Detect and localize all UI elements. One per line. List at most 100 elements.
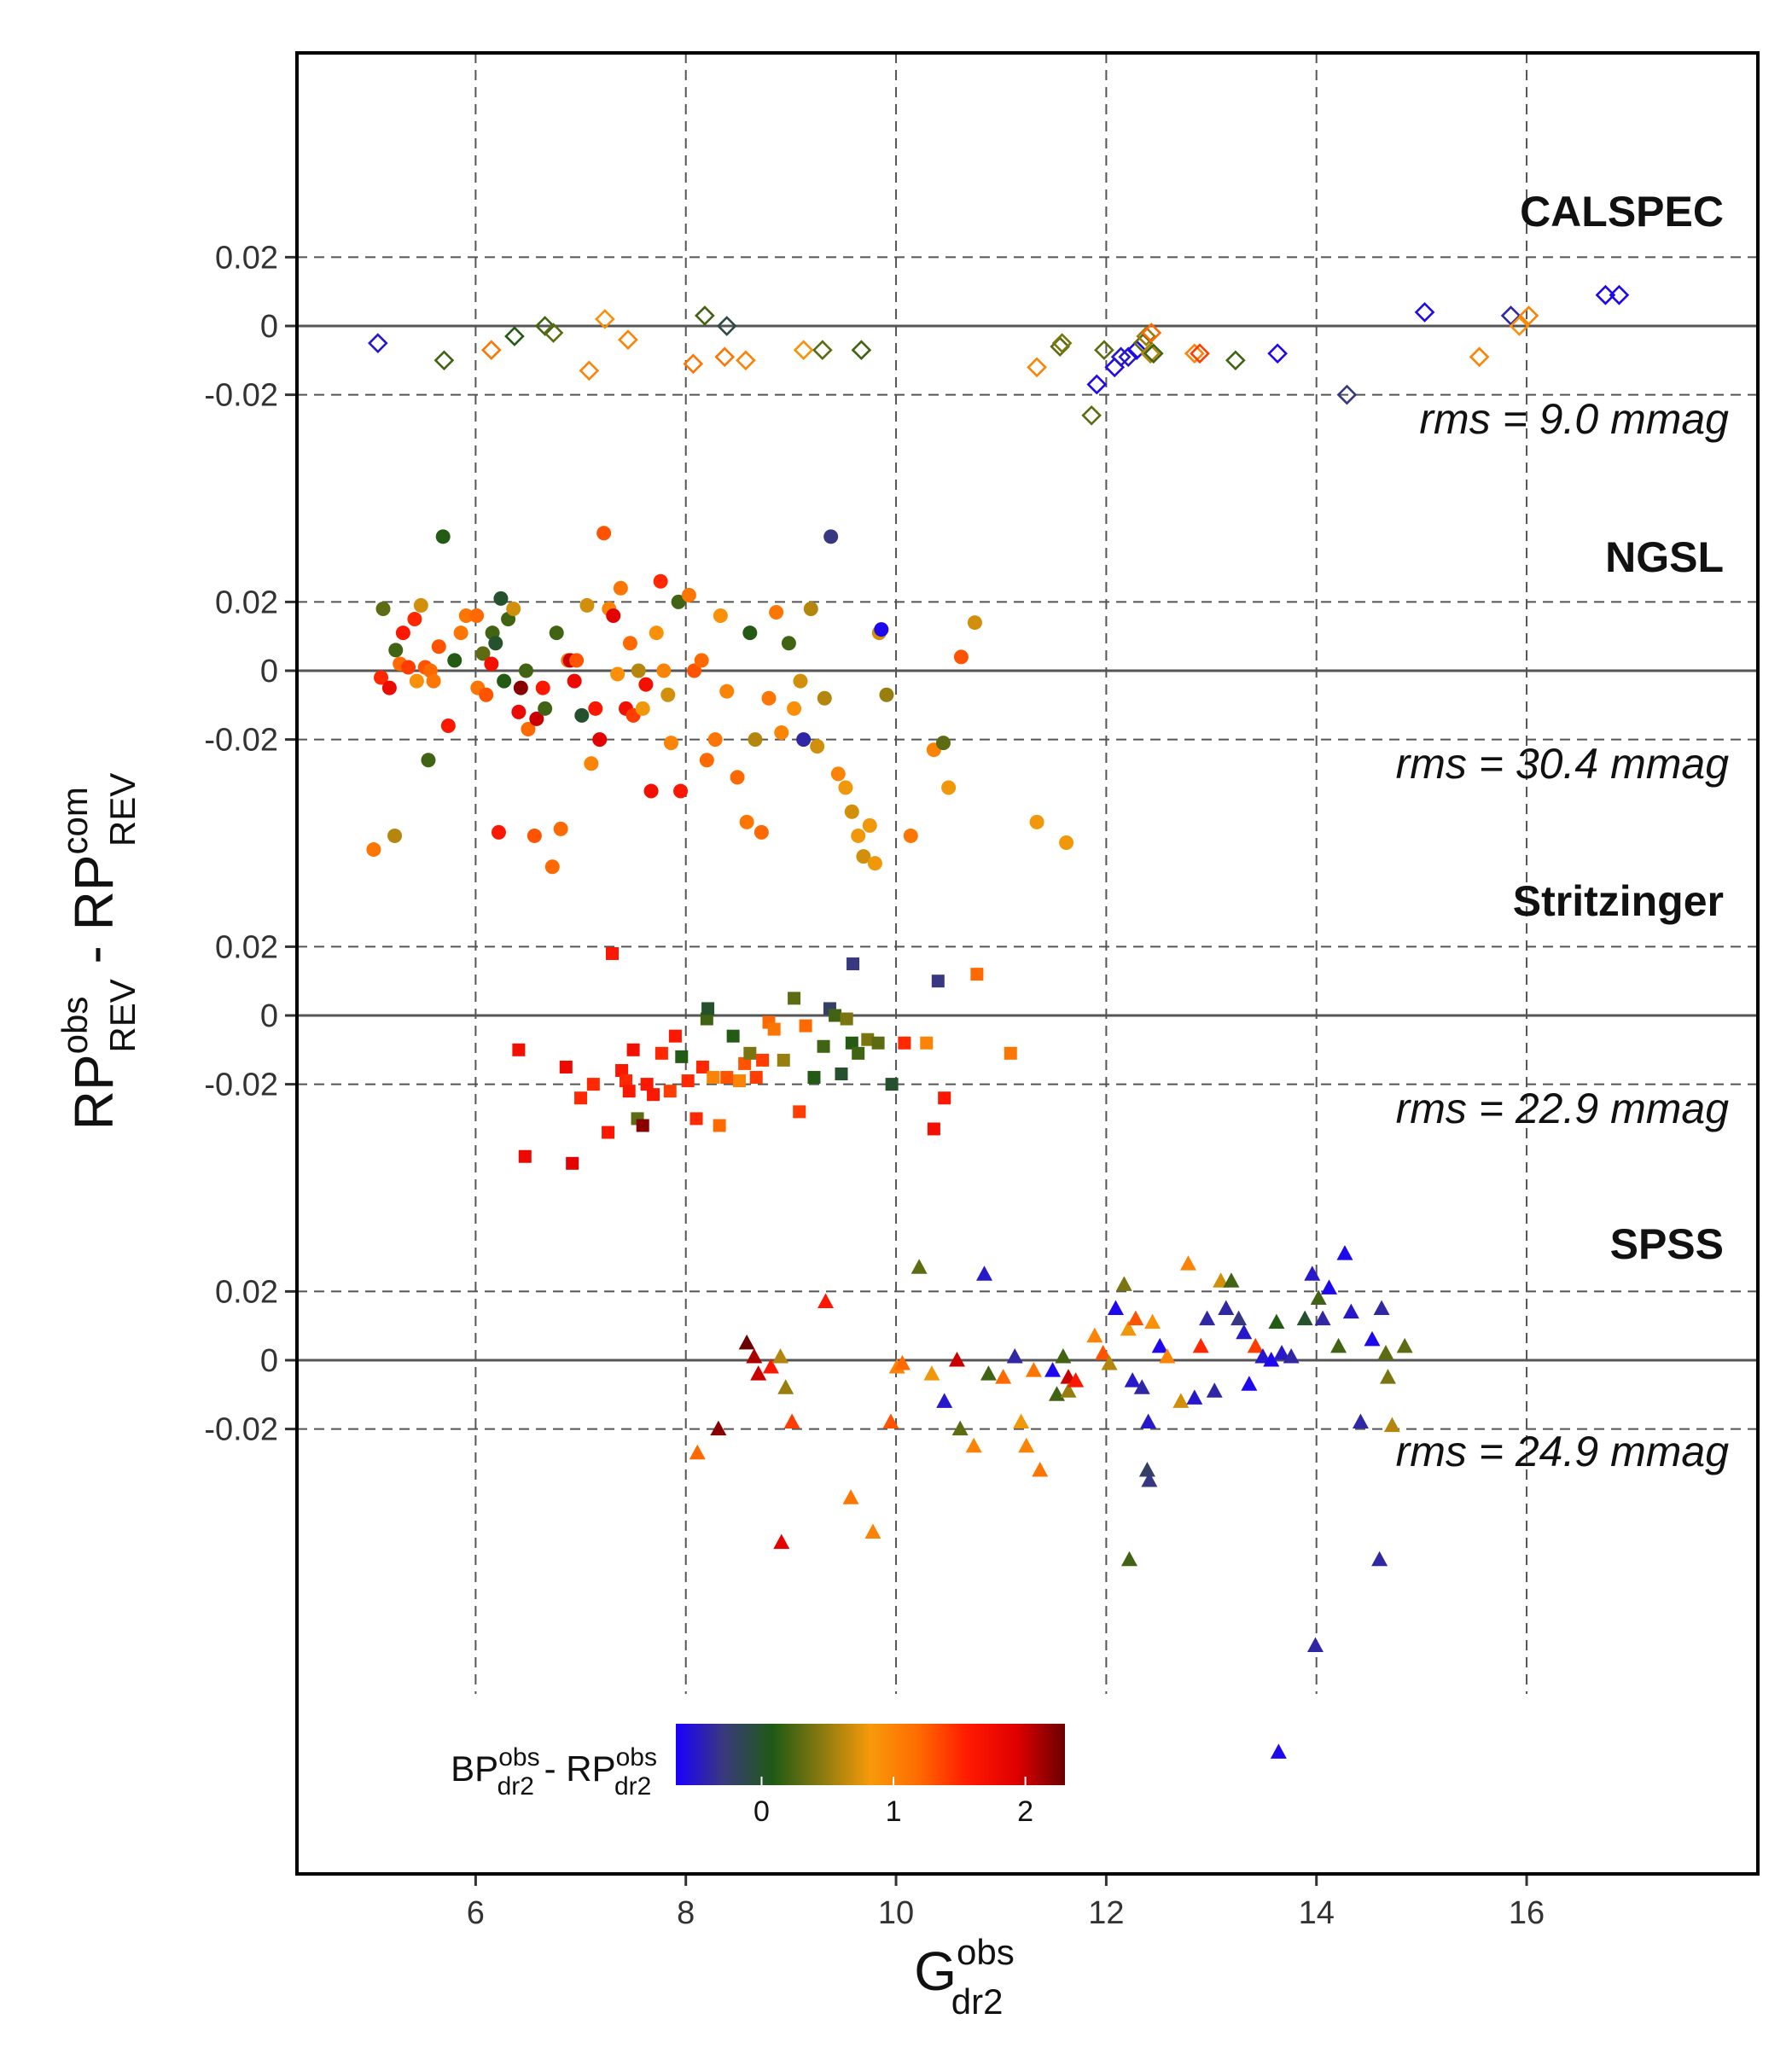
- data-point-ngsl: [387, 828, 403, 843]
- data-point-ngsl: [493, 591, 509, 606]
- data-point-spss: [1140, 1413, 1157, 1429]
- data-point-ngsl: [553, 821, 568, 836]
- data-point-ngsl: [401, 660, 416, 675]
- data-point-spss: [1273, 1344, 1290, 1360]
- data-point-ngsl: [592, 732, 608, 748]
- plot-frame: [295, 51, 1760, 1876]
- data-point-spss: [710, 1420, 727, 1436]
- data-point-spss: [1192, 1337, 1209, 1353]
- data-point-stritzinger: [636, 1119, 649, 1132]
- data-point-spss: [1304, 1265, 1321, 1281]
- data-point-spss: [1133, 1379, 1150, 1394]
- data-point-ngsl: [435, 529, 451, 544]
- data-point-spss: [965, 1437, 982, 1453]
- panel-titles: CALSPEC rms = 9.0 mmag NGSL rms = 30.4 mmag…: [1396, 188, 1730, 1475]
- data-point-spss: [1383, 1417, 1400, 1433]
- data-point-calspec: [1104, 357, 1126, 378]
- data-point-spss: [842, 1489, 859, 1504]
- data-point-spss: [1144, 1313, 1161, 1329]
- data-point-stritzinger: [845, 1036, 858, 1050]
- data-point-spss: [1206, 1382, 1223, 1398]
- data-point-ngsl: [687, 663, 702, 678]
- data-point-ngsl: [769, 604, 784, 620]
- data-point-spss: [1141, 1472, 1158, 1487]
- data-point-ngsl: [851, 828, 866, 843]
- colorbar-tick-label: 0: [753, 1795, 770, 1828]
- data-point-ngsl: [719, 684, 735, 699]
- y-axis-label: RPobs REV - RPcom REV: [55, 773, 143, 1130]
- x-tick-label: 12: [1088, 1895, 1124, 1931]
- data-point-ngsl: [409, 673, 424, 689]
- data-point-ngsl: [761, 690, 777, 706]
- data-point-stritzinger: [700, 1012, 713, 1026]
- x-tick-label: 8: [677, 1895, 695, 1931]
- data-point-ngsl: [469, 608, 485, 624]
- data-point-calspec: [1469, 346, 1490, 368]
- data-point-spss: [1086, 1327, 1103, 1343]
- data-point-spss: [1138, 1461, 1155, 1477]
- data-point-stritzinger: [675, 1050, 689, 1063]
- data-point-ngsl: [810, 739, 825, 754]
- data-point-ngsl: [484, 656, 499, 672]
- data-point-ngsl: [781, 636, 796, 651]
- rms-label: rms = 30.4 mmag: [1396, 740, 1730, 788]
- data-point-spss: [1213, 1272, 1230, 1288]
- data-point-calspec: [1027, 357, 1047, 378]
- data-point-calspec: [504, 326, 525, 346]
- data-point-spss: [951, 1420, 969, 1436]
- data-point-calspec: [716, 316, 737, 336]
- data-point-ngsl: [407, 612, 422, 627]
- data-point-stritzinger: [829, 1009, 842, 1022]
- data-point-stritzinger: [689, 1112, 703, 1126]
- data-point-stritzinger: [835, 1068, 848, 1081]
- data-point-ngsl: [440, 718, 456, 733]
- data-point-ngsl: [753, 824, 769, 840]
- data-point-spss: [689, 1444, 706, 1460]
- data-point-stritzinger: [518, 1149, 532, 1163]
- data-point-ngsl: [569, 653, 585, 668]
- data-point-calspec: [1140, 343, 1161, 364]
- data-point-spss: [995, 1369, 1012, 1384]
- data-point-spss: [1068, 1372, 1085, 1388]
- data-point-ngsl: [521, 722, 536, 737]
- data-point-ngsl: [479, 687, 494, 702]
- data-point-spss: [1032, 1461, 1049, 1477]
- data-point-stritzinger: [512, 1043, 526, 1056]
- data-point-stritzinger: [713, 1119, 726, 1132]
- data-point-stritzinger: [566, 1156, 579, 1170]
- data-point-ngsl: [635, 701, 650, 716]
- data-point-spss: [1342, 1303, 1359, 1319]
- data-point-spss: [1377, 1344, 1394, 1360]
- data-point-ngsl: [535, 680, 550, 695]
- data-point-stritzinger: [640, 1078, 654, 1091]
- data-point-spss: [1231, 1310, 1248, 1326]
- data-point-ngsl: [730, 770, 745, 785]
- data-point-ngsl: [366, 842, 381, 858]
- data-point-stritzinger: [1004, 1046, 1017, 1060]
- data-point-spss: [1120, 1320, 1137, 1336]
- data-point-spss: [1127, 1310, 1144, 1326]
- data-point-spss: [976, 1265, 993, 1281]
- data-point-spss: [1223, 1272, 1240, 1288]
- data-point-spss: [1310, 1289, 1327, 1305]
- data-point-ngsl: [374, 670, 389, 685]
- data-point-spss: [1296, 1310, 1313, 1326]
- y-tick-labels: 0.02 0 -0.02 0.02 0 -0.02 0.02 0 -0.02 0.02 0 -0.02: [204, 240, 297, 1448]
- data-point-spss: [1364, 1330, 1381, 1347]
- data-point-ngsl: [610, 666, 625, 682]
- data-point-ngsl: [817, 690, 832, 706]
- data-point-ngsl: [742, 625, 758, 641]
- data-point-spss: [1018, 1437, 1035, 1453]
- data-point-stritzinger: [885, 1078, 899, 1091]
- data-point-ngsl: [713, 608, 728, 624]
- data-point-spss: [1151, 1337, 1168, 1353]
- data-point-calspec: [433, 350, 455, 371]
- data-point-stritzinger: [927, 1122, 940, 1136]
- data-point-ngsl: [903, 828, 918, 843]
- data-point-calspec: [1225, 350, 1246, 371]
- panel-title: SPSS: [1610, 1220, 1724, 1268]
- data-point-stritzinger: [847, 957, 860, 971]
- data-point-stritzinger: [817, 1039, 830, 1053]
- data-point-spss: [1373, 1300, 1390, 1316]
- data-point-calspec: [1126, 340, 1147, 361]
